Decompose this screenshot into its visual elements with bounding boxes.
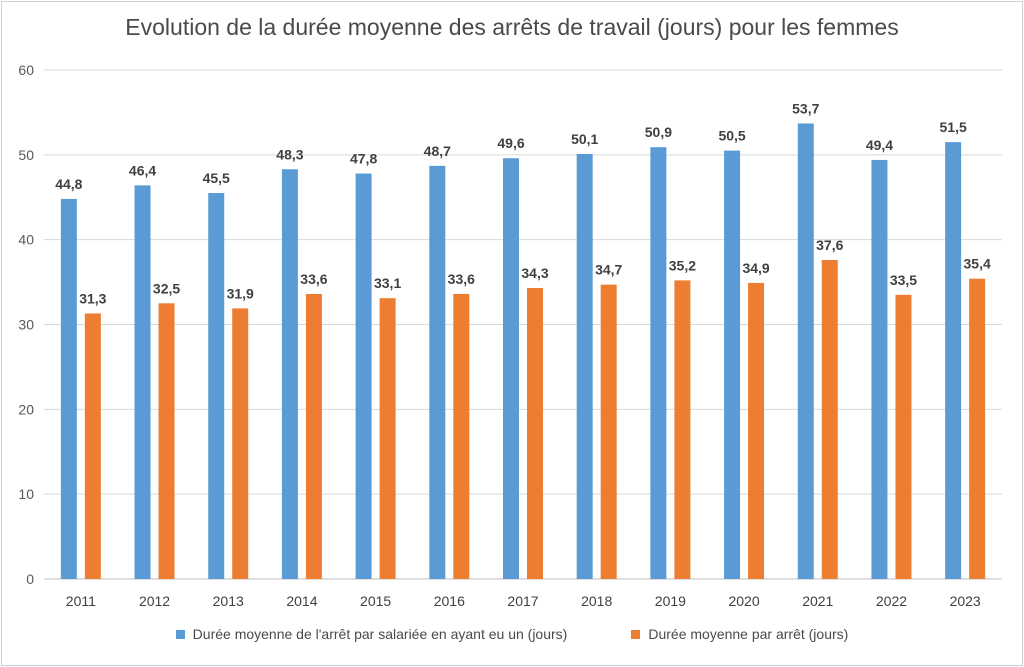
x-tick-label: 2018 xyxy=(581,593,612,609)
data-label: 32,5 xyxy=(153,280,180,296)
bar-series-2 xyxy=(84,313,101,579)
y-tick-label: 20 xyxy=(18,401,34,417)
x-tick-label: 2017 xyxy=(507,593,538,609)
data-label: 49,4 xyxy=(866,137,893,153)
data-label: 34,3 xyxy=(521,265,548,281)
bar-series-1 xyxy=(60,198,77,580)
bar-series-1 xyxy=(429,165,446,579)
data-label: 50,9 xyxy=(645,124,672,140)
data-label: 34,7 xyxy=(595,262,622,278)
data-label: 35,4 xyxy=(964,256,991,272)
chart-title: Evolution de la durée moyenne des arrêts… xyxy=(125,14,899,40)
x-tick-label: 2019 xyxy=(655,593,686,609)
legend-label-series-2: Durée moyenne par arrêt (jours) xyxy=(648,626,849,642)
data-label: 31,3 xyxy=(79,290,106,306)
data-label: 44,8 xyxy=(55,176,82,192)
data-label: 33,1 xyxy=(374,275,401,291)
bar-series-2 xyxy=(674,280,691,579)
x-tick-label: 2020 xyxy=(728,593,759,609)
y-tick-label: 50 xyxy=(18,147,34,163)
bar-series-2 xyxy=(748,282,765,579)
y-tick-label: 40 xyxy=(18,232,34,248)
y-tick-label: 10 xyxy=(18,486,34,502)
data-label: 51,5 xyxy=(940,119,967,135)
x-tick-label: 2013 xyxy=(213,593,244,609)
bar-series-2 xyxy=(600,284,617,579)
data-label: 33,6 xyxy=(448,271,475,287)
data-label: 31,9 xyxy=(227,285,254,301)
legend-item-series-2: Durée moyenne par arrêt (jours) xyxy=(631,626,848,642)
data-label: 53,7 xyxy=(792,100,819,116)
data-label: 48,7 xyxy=(424,143,451,159)
y-tick-label: 60 xyxy=(18,62,34,78)
bar-series-2 xyxy=(895,294,912,579)
bar-series-2 xyxy=(527,288,543,579)
bar-series-1 xyxy=(503,158,519,579)
x-tick-label: 2012 xyxy=(139,593,170,609)
bar-series-2 xyxy=(453,293,470,579)
data-label: 35,2 xyxy=(669,257,696,273)
y-tick-label: 30 xyxy=(18,317,34,333)
x-tick-label: 2022 xyxy=(876,593,907,609)
bar-series-1 xyxy=(724,150,741,579)
data-label: 33,5 xyxy=(890,272,917,288)
bar-series-2 xyxy=(232,308,249,579)
data-label: 34,9 xyxy=(742,260,769,276)
x-tick-label: 2015 xyxy=(360,593,391,609)
legend-swatch-series-2 xyxy=(631,629,641,639)
bar-series-1 xyxy=(871,159,888,579)
bar-series-2 xyxy=(158,303,175,579)
x-tick-label: 2016 xyxy=(434,593,465,609)
x-tick-label: 2011 xyxy=(66,593,96,609)
bar-series-1 xyxy=(208,193,225,579)
data-label: 45,5 xyxy=(203,170,230,186)
bar-series-1 xyxy=(281,169,298,579)
bar-series-2 xyxy=(821,260,838,579)
y-tick-label: 0 xyxy=(26,571,34,587)
bar-series-2 xyxy=(305,293,322,579)
x-tick-label: 2014 xyxy=(286,593,317,609)
bar-series-1 xyxy=(797,123,814,579)
bar-series-1 xyxy=(355,173,372,579)
bar-series-1 xyxy=(576,153,593,580)
bar-series-1 xyxy=(650,147,667,579)
bar-series-2 xyxy=(379,298,396,579)
data-label: 50,5 xyxy=(718,128,745,144)
data-label: 46,4 xyxy=(129,162,156,178)
legend-item-series-1: Durée moyenne de l'arrêt par salariée en… xyxy=(175,626,568,642)
bar-series-2 xyxy=(969,278,986,579)
data-label: 33,6 xyxy=(300,271,327,287)
x-tick-label: 2023 xyxy=(950,593,981,609)
bar-series-1 xyxy=(945,142,962,579)
data-label: 37,6 xyxy=(816,237,843,253)
data-label: 49,6 xyxy=(497,135,524,151)
data-label: 48,3 xyxy=(276,146,303,162)
legend-swatch-series-1 xyxy=(175,629,185,639)
chart-legend: Durée moyenne de l'arrêt par salariée en… xyxy=(0,626,1024,642)
data-label: 47,8 xyxy=(350,150,377,166)
bar-series-1 xyxy=(134,185,151,579)
legend-label-series-1: Durée moyenne de l'arrêt par salariée en… xyxy=(192,626,568,642)
x-tick-label: 2021 xyxy=(802,593,833,609)
data-label: 50,1 xyxy=(571,131,598,147)
